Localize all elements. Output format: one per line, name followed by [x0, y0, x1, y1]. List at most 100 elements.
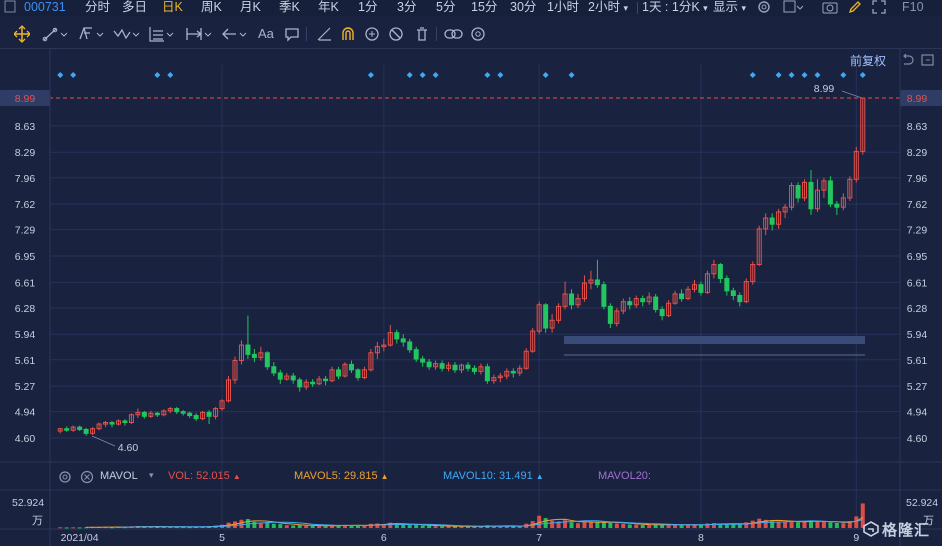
candle[interactable] [821, 177, 827, 198]
candle[interactable] [536, 301, 542, 335]
event-marker-icon[interactable] [167, 72, 174, 78]
candle[interactable] [400, 334, 406, 347]
event-marker-icon[interactable] [70, 72, 77, 78]
candle[interactable] [407, 338, 413, 353]
candle[interactable] [277, 369, 283, 384]
candle[interactable] [659, 306, 665, 321]
tab-2hour-dropdown[interactable]: 2小时 ▾ [588, 0, 628, 16]
tab-yearly-k[interactable]: 年K [318, 0, 339, 14]
candle[interactable] [264, 351, 270, 370]
candle[interactable] [458, 363, 465, 373]
candle[interactable] [251, 348, 257, 363]
event-marker-icon[interactable] [154, 72, 161, 78]
candle[interactable] [504, 368, 510, 380]
candle[interactable] [180, 410, 186, 416]
candle[interactable] [769, 213, 775, 231]
candle[interactable] [258, 346, 264, 361]
candle[interactable] [420, 355, 426, 367]
range-tool-icon[interactable] [185, 22, 215, 46]
event-marker-icon[interactable] [788, 72, 795, 78]
ruler-icon[interactable] [316, 22, 332, 46]
tab-1hour[interactable]: 1小时 [547, 0, 579, 14]
trash-icon[interactable] [414, 22, 430, 46]
candle[interactable] [814, 179, 820, 212]
candle[interactable] [581, 275, 587, 302]
channel-tool-icon[interactable] [78, 22, 106, 46]
candle[interactable] [355, 368, 361, 381]
event-marker-icon[interactable] [432, 72, 439, 78]
candle[interactable] [368, 348, 374, 372]
checkbox-icon[interactable] [783, 0, 804, 16]
tab-15min[interactable]: 15分 [471, 0, 498, 14]
candle[interactable] [827, 176, 833, 208]
candle[interactable] [549, 314, 555, 333]
event-marker-icon[interactable] [367, 72, 374, 78]
candle[interactable] [601, 281, 607, 310]
candle[interactable] [627, 297, 633, 310]
candle[interactable] [342, 362, 348, 378]
tab-weekly-k[interactable]: 周K [201, 0, 222, 14]
candle[interactable] [776, 208, 782, 229]
candle[interactable] [614, 307, 620, 327]
candle[interactable] [763, 213, 769, 236]
candle[interactable] [478, 363, 484, 375]
candle[interactable] [523, 348, 529, 370]
candle[interactable] [70, 425, 76, 432]
candle[interactable] [646, 292, 652, 305]
candle[interactable] [834, 201, 840, 215]
event-marker-icon[interactable] [568, 72, 575, 78]
candle[interactable] [543, 303, 549, 333]
candle[interactable] [271, 362, 277, 377]
candle[interactable] [174, 407, 180, 414]
candle[interactable] [232, 356, 238, 384]
candle[interactable] [666, 300, 672, 318]
wave-tool-icon[interactable] [112, 22, 142, 46]
comment-icon[interactable] [284, 22, 300, 46]
candle[interactable] [83, 427, 89, 436]
candle[interactable] [167, 407, 173, 414]
candle[interactable] [148, 410, 154, 418]
candle[interactable] [802, 179, 808, 202]
candle[interactable] [633, 295, 639, 308]
stock-code[interactable]: 000731 [24, 0, 66, 14]
candle[interactable] [141, 410, 147, 419]
candle[interactable] [387, 324, 393, 347]
collapse-icon[interactable] [920, 48, 936, 72]
candle[interactable] [743, 278, 749, 304]
window-icon[interactable] [4, 0, 16, 16]
tab-30min[interactable]: 30分 [510, 0, 537, 14]
pencil-icon[interactable] [848, 0, 862, 16]
undo-icon[interactable] [900, 48, 914, 72]
candle[interactable] [452, 362, 458, 373]
text-tool[interactable]: Aa [258, 26, 274, 41]
candle[interactable] [491, 374, 497, 384]
period-selector[interactable]: 1天 : 1分K ▾ [642, 0, 708, 16]
candle[interactable] [413, 346, 419, 363]
candle[interactable] [329, 366, 335, 383]
candle[interactable] [361, 366, 367, 380]
candle[interactable] [245, 315, 251, 360]
candle[interactable] [323, 376, 329, 386]
candle[interactable] [135, 408, 141, 418]
f10-button[interactable]: F10 [902, 0, 924, 14]
adjust-mode-dropdown[interactable]: 前复权 [850, 54, 887, 68]
line-tool-icon[interactable] [42, 22, 70, 46]
candle[interactable] [154, 411, 160, 418]
candle[interactable] [64, 426, 70, 432]
candle[interactable] [465, 362, 471, 372]
candle[interactable] [517, 365, 523, 377]
candle[interactable] [426, 359, 432, 370]
arrow-tool-icon[interactable] [220, 22, 250, 46]
event-marker-icon[interactable] [419, 72, 426, 78]
candle[interactable] [853, 146, 859, 183]
event-marker-icon[interactable] [57, 72, 64, 78]
candle[interactable] [782, 204, 788, 219]
candle[interactable] [717, 262, 723, 284]
chevron-down-icon[interactable]: ▾ [149, 470, 154, 480]
indicator-settings-icon[interactable] [58, 470, 72, 489]
candle[interactable] [122, 419, 128, 426]
candle[interactable] [808, 170, 814, 215]
lock-icon[interactable] [364, 22, 380, 46]
candle[interactable] [575, 293, 581, 308]
event-marker-icon[interactable] [859, 72, 866, 78]
